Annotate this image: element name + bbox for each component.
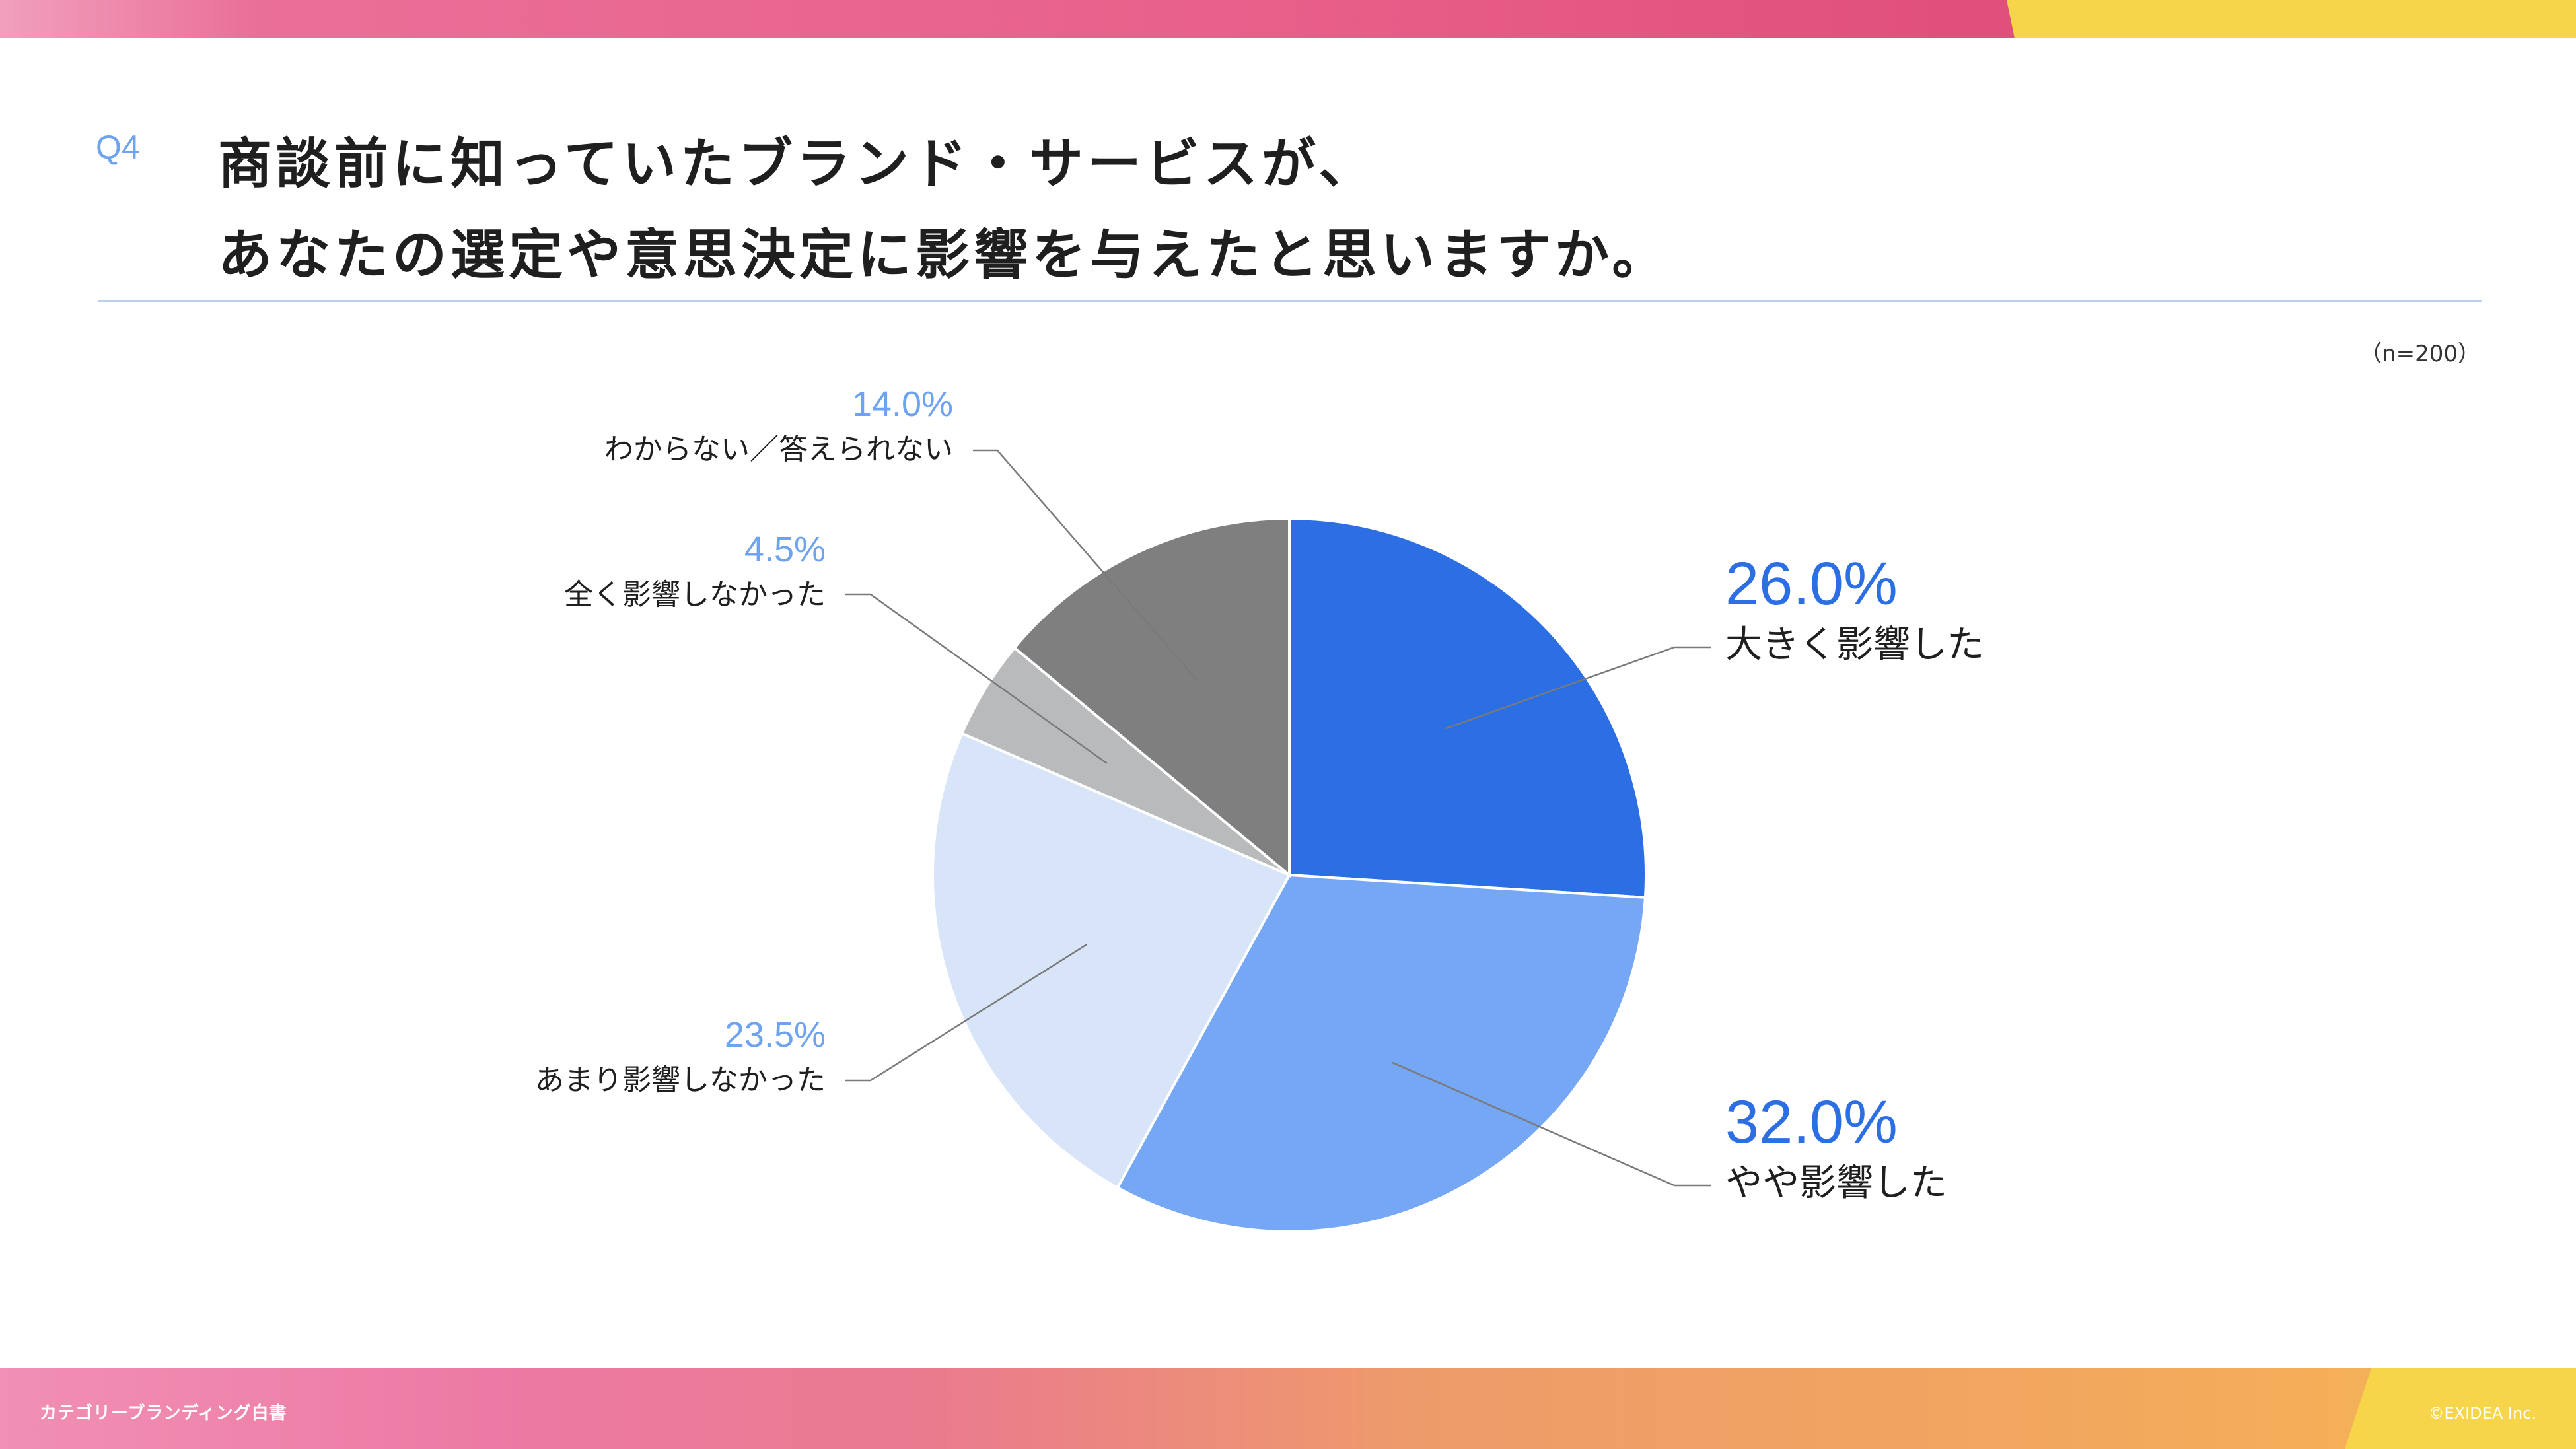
slice-category-label: 全く影響しなかった xyxy=(564,578,826,612)
leader-line xyxy=(845,593,1108,764)
title-line-2: あなたの選定や意思決定に影響を与えたと思いますか。 xyxy=(218,224,1670,287)
page-title: 商談前に知っていたブランド・サービスが、 あなたの選定や意思決定に影響を与えたと… xyxy=(218,119,1670,301)
leader-line xyxy=(1445,646,1711,730)
slice-value-label: 14.0% xyxy=(852,384,953,424)
header-divider xyxy=(98,300,2482,302)
footer-copyright: ©EXIDEA Inc. xyxy=(2428,1404,2537,1423)
top-band-yellow-accent xyxy=(2007,0,2576,38)
slice-value-label: 26.0% xyxy=(1725,550,1898,618)
pie-slice xyxy=(1288,516,1647,900)
leader-line xyxy=(973,449,1199,682)
slice-category-label: わからない／答えられない xyxy=(604,433,953,466)
slice-value-label: 23.5% xyxy=(725,1015,826,1055)
pie-slice xyxy=(1013,516,1291,878)
slice-category-label: 大きく影響した xyxy=(1725,623,1984,666)
question-number: Q4 xyxy=(96,129,140,166)
leader-line xyxy=(845,943,1088,1082)
slice-category-label: あまり影響しなかった xyxy=(535,1063,826,1097)
bottom-decorative-band xyxy=(0,1368,2576,1449)
title-line-1: 商談前に知っていたブランド・サービスが、 xyxy=(218,133,1377,195)
sample-size-label: （n=200） xyxy=(2359,341,2480,367)
slice-category-label: やや影響した xyxy=(1725,1162,1947,1205)
bottom-band-yellow-accent xyxy=(2345,1368,2576,1449)
footer-publication-title: カテゴリーブランディング白書 xyxy=(40,1403,287,1423)
slice-value-label: 4.5% xyxy=(744,530,826,569)
pie-slice xyxy=(1116,873,1647,1233)
slice-value-label: 32.0% xyxy=(1725,1088,1898,1156)
leader-line xyxy=(1392,1061,1711,1187)
pie-slice xyxy=(931,731,1291,1189)
top-decorative-band xyxy=(0,0,2576,38)
